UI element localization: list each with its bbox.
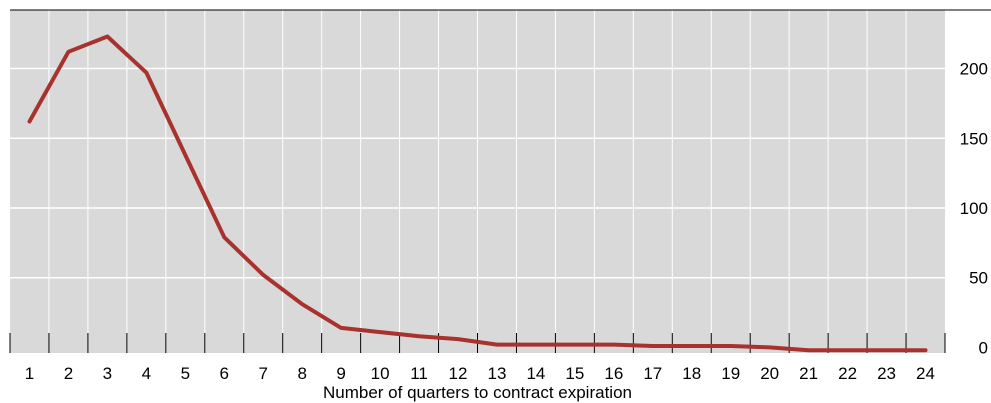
data-point	[67, 51, 69, 53]
series-line	[27, 34, 928, 353]
data-point	[106, 35, 108, 37]
horizontal-gridlines	[10, 67, 990, 279]
data-point	[574, 344, 576, 346]
data-point	[730, 345, 732, 347]
x-axis-ticks	[9, 333, 946, 353]
x-tick-label: 20	[760, 364, 779, 383]
data-point	[691, 345, 693, 347]
x-tick-label: 21	[799, 364, 818, 383]
y-tick-label: 100	[960, 199, 988, 218]
x-tick-label: 3	[103, 364, 112, 383]
data-point	[886, 349, 888, 351]
x-tick-label: 1	[25, 364, 34, 383]
data-point	[301, 303, 303, 305]
x-axis-title: Number of quarters to contract expiratio…	[323, 383, 632, 402]
data-point	[223, 236, 225, 238]
x-axis-tick-labels: 1 2 3 4 5 6 7 8 9 10 11 12 13 14 15 16 17 18 19 20 21 22 23 24	[25, 364, 935, 383]
data-point	[535, 344, 537, 346]
x-tick-label: 10	[371, 364, 390, 383]
x-tick-label: 24	[916, 364, 935, 383]
x-tick-label: 14	[526, 364, 545, 383]
x-tick-label: 17	[643, 364, 662, 383]
y-tick-label: 200	[960, 60, 988, 79]
y-tick-label: 150	[960, 129, 988, 148]
data-point	[418, 335, 420, 337]
x-tick-label: 6	[220, 364, 229, 383]
data-point	[184, 154, 186, 156]
x-tick-label: 22	[838, 364, 857, 383]
data-point	[652, 345, 654, 347]
data-point	[145, 72, 147, 74]
data-point	[808, 349, 810, 351]
data-point	[613, 344, 615, 346]
series-group	[27, 34, 928, 353]
x-tick-label: 8	[297, 364, 306, 383]
x-tick-label: 19	[721, 364, 740, 383]
x-tick-label: 2	[64, 364, 73, 383]
data-point	[379, 331, 381, 333]
vertical-gridlines	[48, 10, 907, 353]
data-point	[457, 338, 459, 340]
x-tick-label: 23	[877, 364, 896, 383]
data-point	[496, 344, 498, 346]
y-axis-tick-labels: 0 50 100 150 200	[960, 60, 988, 358]
x-tick-label: 15	[565, 364, 584, 383]
x-tick-label: 7	[258, 364, 267, 383]
data-point	[769, 346, 771, 348]
data-point	[262, 274, 264, 276]
data-point	[28, 121, 30, 123]
x-tick-label: 12	[449, 364, 468, 383]
x-tick-label: 13	[488, 364, 507, 383]
data-point	[340, 327, 342, 329]
x-tick-label: 9	[336, 364, 345, 383]
data-point	[925, 349, 927, 351]
x-tick-label: 5	[181, 364, 190, 383]
x-tick-label: 4	[142, 364, 151, 383]
x-tick-label: 16	[604, 364, 623, 383]
y-tick-label: 50	[969, 269, 988, 288]
y-tick-label: 0	[979, 338, 988, 357]
x-tick-label: 18	[682, 364, 701, 383]
data-point	[847, 349, 849, 351]
x-tick-label: 11	[410, 364, 428, 383]
